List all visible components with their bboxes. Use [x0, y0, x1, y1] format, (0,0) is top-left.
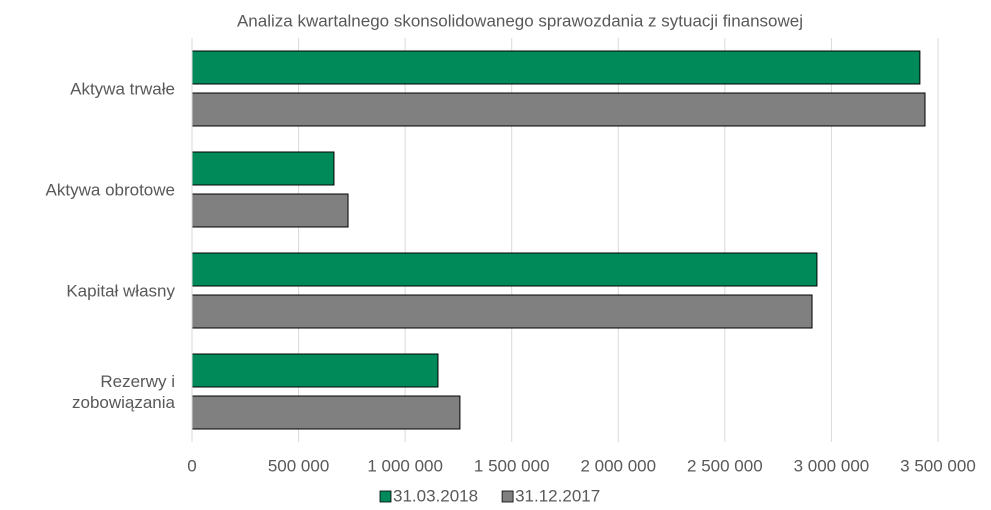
legend-label: 31.12.2017: [515, 486, 600, 505]
x-tick-label: 2 000 000: [580, 456, 656, 475]
x-tick-label: 0: [187, 456, 196, 475]
y-tick-label: Kapitał własny: [66, 281, 175, 300]
y-tick-label: Aktywa obrotowe: [45, 180, 175, 199]
x-tick-label: 3 000 000: [794, 456, 870, 475]
x-tick-label: 1 500 000: [474, 456, 550, 475]
bar: [191, 92, 926, 127]
x-tick-label: 500 000: [268, 456, 329, 475]
x-tick-label: 2 500 000: [687, 456, 763, 475]
x-tick-label: 3 500 000: [900, 456, 976, 475]
bar: [191, 353, 439, 388]
legend-swatch: [501, 490, 514, 503]
chart-title: Analiza kwartalnego skonsolidowanego spr…: [237, 11, 803, 30]
y-tick-label: Rezerwy i zobowiązania: [71, 371, 175, 412]
legend-swatch: [379, 490, 392, 503]
bar: [191, 193, 349, 228]
bar: [191, 395, 461, 430]
legend-label: 31.03.2018: [393, 486, 478, 505]
bar: [191, 151, 335, 186]
bar: [191, 50, 921, 85]
x-tick-label: 1 000 000: [367, 456, 443, 475]
bar: [191, 294, 813, 329]
y-tick-label: Aktywa trwałe: [70, 79, 175, 98]
bar: [191, 252, 818, 287]
